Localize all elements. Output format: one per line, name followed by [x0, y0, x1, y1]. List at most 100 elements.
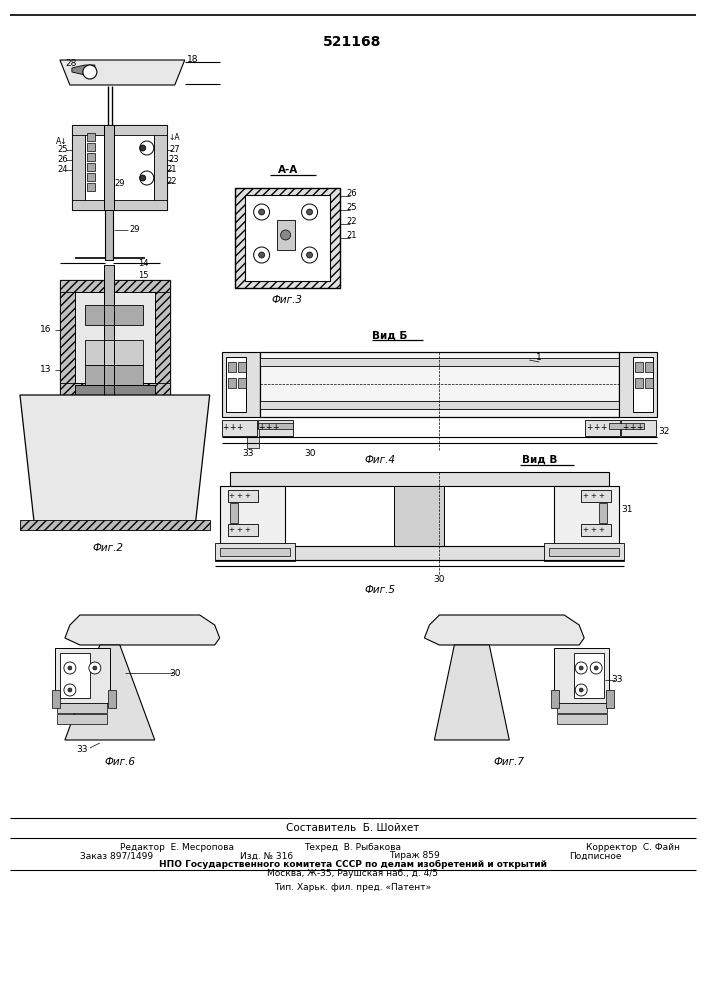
- Bar: [85, 340, 143, 365]
- Circle shape: [579, 688, 583, 692]
- Text: +: +: [230, 424, 236, 432]
- Text: +: +: [583, 527, 588, 533]
- Text: +: +: [636, 424, 642, 432]
- Text: +: +: [598, 493, 604, 499]
- Circle shape: [83, 65, 97, 79]
- Text: 14: 14: [138, 258, 148, 267]
- Text: 21: 21: [346, 232, 357, 240]
- Bar: [238, 362, 245, 372]
- Circle shape: [254, 204, 269, 220]
- Text: Тип. Харьк. фил. пред. «Патент»: Тип. Харьк. фил. пред. «Патент»: [274, 884, 431, 892]
- Text: +: +: [622, 424, 629, 432]
- Bar: [87, 173, 95, 181]
- Text: +: +: [590, 527, 596, 533]
- Polygon shape: [72, 65, 95, 75]
- Circle shape: [140, 175, 146, 181]
- Text: 24: 24: [58, 165, 68, 174]
- Circle shape: [594, 666, 598, 670]
- Text: +: +: [600, 424, 607, 432]
- Text: 26: 26: [57, 155, 68, 164]
- Bar: [259, 401, 619, 409]
- Text: 22: 22: [346, 218, 357, 227]
- Text: 33: 33: [612, 676, 623, 684]
- Circle shape: [140, 171, 154, 185]
- Circle shape: [68, 688, 72, 692]
- Bar: [599, 503, 607, 523]
- Bar: [215, 543, 295, 561]
- Bar: [228, 524, 257, 536]
- Text: 22: 22: [167, 178, 177, 186]
- Circle shape: [579, 666, 583, 670]
- Text: 30: 30: [304, 448, 315, 458]
- Bar: [60, 280, 170, 292]
- Bar: [554, 486, 619, 546]
- Bar: [635, 362, 643, 372]
- Bar: [230, 503, 238, 523]
- Bar: [581, 490, 611, 502]
- Bar: [585, 420, 620, 436]
- Text: 521168: 521168: [323, 35, 382, 49]
- Polygon shape: [434, 645, 509, 740]
- Text: 31: 31: [621, 506, 633, 514]
- Circle shape: [64, 662, 76, 674]
- Circle shape: [575, 684, 588, 696]
- Polygon shape: [60, 60, 185, 85]
- Bar: [235, 188, 339, 288]
- Text: +: +: [598, 527, 604, 533]
- Bar: [60, 383, 170, 395]
- Bar: [551, 690, 559, 708]
- Bar: [220, 548, 290, 556]
- Text: +: +: [245, 493, 250, 499]
- Text: А↓: А↓: [56, 137, 68, 146]
- Bar: [87, 133, 95, 141]
- Text: +: +: [223, 424, 229, 432]
- Bar: [87, 183, 95, 191]
- Text: 21: 21: [167, 165, 177, 174]
- Bar: [155, 280, 170, 395]
- Bar: [72, 125, 167, 135]
- Text: 30: 30: [169, 668, 180, 678]
- Circle shape: [590, 662, 602, 674]
- Bar: [238, 378, 245, 388]
- Circle shape: [89, 662, 101, 674]
- Text: Тираж 859: Тираж 859: [390, 852, 440, 860]
- Bar: [85, 365, 143, 385]
- Bar: [228, 362, 235, 372]
- Bar: [645, 362, 653, 372]
- Bar: [259, 352, 619, 417]
- Bar: [247, 428, 259, 448]
- Bar: [581, 524, 611, 536]
- Polygon shape: [65, 645, 155, 740]
- Text: 25: 25: [58, 145, 68, 154]
- Text: +: +: [590, 493, 596, 499]
- Text: +: +: [229, 527, 235, 533]
- Bar: [554, 648, 609, 703]
- Text: Фиг.4: Фиг.4: [364, 455, 395, 465]
- Bar: [606, 690, 614, 708]
- Text: 27: 27: [170, 145, 180, 154]
- Bar: [609, 423, 644, 429]
- Bar: [85, 305, 143, 325]
- Text: Фиг.2: Фиг.2: [93, 543, 123, 553]
- Text: 26: 26: [346, 190, 357, 198]
- Circle shape: [140, 141, 154, 155]
- Bar: [75, 385, 155, 395]
- Text: Корректор  С. Файн: Корректор С. Файн: [586, 844, 680, 852]
- Text: А-А: А-А: [277, 165, 298, 175]
- Text: 16: 16: [40, 326, 52, 334]
- Bar: [105, 210, 113, 260]
- Bar: [230, 546, 609, 560]
- Text: 29: 29: [115, 178, 125, 188]
- Text: Вид Б: Вид Б: [372, 330, 407, 340]
- Bar: [228, 378, 235, 388]
- Circle shape: [93, 666, 97, 670]
- Text: Москва, Ж-35, Раушская наб., д. 4/5: Москва, Ж-35, Раушская наб., д. 4/5: [267, 868, 438, 878]
- Text: 28: 28: [65, 58, 76, 68]
- Circle shape: [259, 209, 264, 215]
- Polygon shape: [65, 615, 220, 645]
- Circle shape: [140, 145, 146, 151]
- Text: 15: 15: [138, 270, 148, 279]
- Text: Редактор  Е. Месропова: Редактор Е. Месропова: [119, 844, 234, 852]
- Bar: [60, 280, 170, 395]
- Bar: [72, 125, 167, 210]
